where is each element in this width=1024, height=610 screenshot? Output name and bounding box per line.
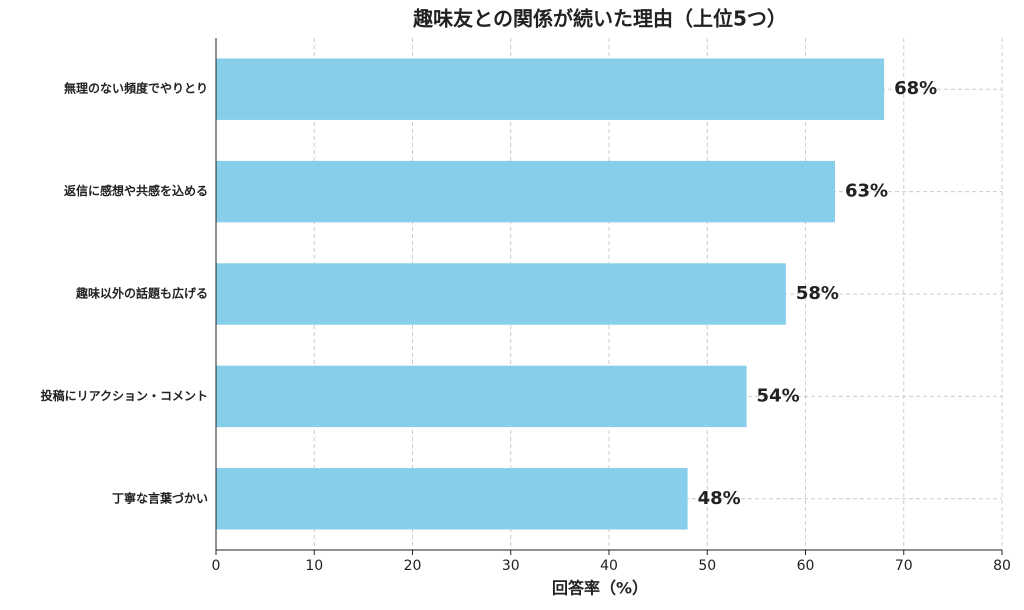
x-tick-label: 40 — [600, 558, 618, 574]
y-tick-label: 無理のない頻度でやりとり — [64, 81, 208, 96]
x-tick-label: 60 — [797, 558, 815, 574]
x-tick-label: 70 — [895, 558, 913, 574]
x-tick-label: 80 — [993, 558, 1011, 574]
bar — [216, 160, 835, 223]
x-tick-label: 0 — [212, 558, 221, 574]
x-axis-label: 回答率（%） — [552, 579, 648, 598]
value-label: 48% — [698, 488, 741, 509]
x-tick-label: 50 — [698, 558, 716, 574]
bar — [216, 58, 885, 120]
value-label: 68% — [894, 78, 937, 99]
x-tick-label: 10 — [305, 558, 323, 574]
bar — [216, 468, 688, 530]
value-label: 54% — [757, 385, 800, 406]
y-tick-label: 丁寧な言葉づかい — [112, 490, 208, 505]
chart-title: 趣味友との関係が続いた理由（上位5つ） — [412, 7, 787, 31]
bar — [216, 365, 747, 428]
y-tick-label: 趣味以外の話題も広げる — [75, 286, 208, 301]
x-tick-label: 20 — [404, 558, 422, 574]
y-tick-label: 返信に感想や共感を込める — [64, 183, 208, 198]
y-tick-label: 投稿にリアクション・コメント — [41, 388, 208, 403]
value-label: 58% — [796, 283, 839, 304]
value-label: 63% — [845, 181, 888, 202]
bar — [216, 263, 786, 325]
x-tick-label: 30 — [502, 558, 520, 574]
